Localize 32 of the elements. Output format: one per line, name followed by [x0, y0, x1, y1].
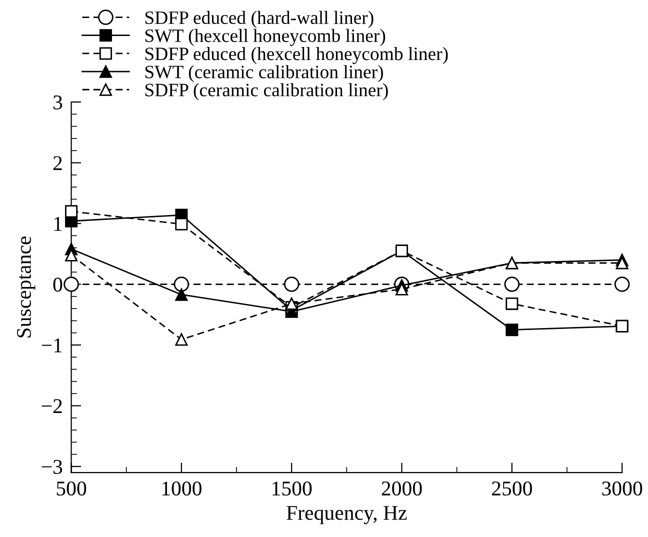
point	[64, 276, 79, 292]
point	[284, 276, 300, 292]
x-tick-label: 1500	[272, 481, 312, 496]
x-tick-label: 500	[56, 481, 86, 496]
x-tick-label: 1000	[162, 481, 202, 496]
legend-label: SDFP (ceramic calibration liner)	[145, 83, 388, 100]
point	[506, 297, 518, 310]
point	[175, 333, 188, 346]
y-axis-title: Susceptance	[16, 236, 36, 338]
y-tick-label: 2	[53, 156, 62, 170]
y-tick-label: −3	[42, 460, 62, 474]
legend-label: SWT (ceramic calibration liner)	[145, 65, 384, 82]
y-tick-label: −1	[42, 338, 62, 352]
y-tick-label: 3	[54, 95, 62, 110]
x-tick-label: 2000	[382, 481, 422, 496]
legend-label: SDFP educed (hexcell honeycomb liner)	[145, 47, 448, 64]
point	[174, 276, 190, 292]
point	[504, 276, 520, 292]
point	[506, 324, 518, 336]
legend-label: SDFP educed (hard-wall liner)	[145, 10, 374, 28]
y-tick-label: 1	[54, 216, 62, 231]
x-tick-label: 3000	[602, 481, 642, 496]
y-tick-label: 0	[53, 278, 62, 292]
point	[175, 218, 188, 230]
point	[614, 276, 630, 292]
point	[285, 297, 298, 310]
point	[65, 205, 78, 218]
y-tick-label: −2	[42, 399, 62, 413]
point	[175, 288, 188, 301]
x-axis-title: Frequency, Hz	[286, 506, 407, 524]
legend-label: SWT (hexcell honeycomb liner)	[145, 28, 386, 46]
x-tick-label: 2500	[492, 481, 532, 496]
